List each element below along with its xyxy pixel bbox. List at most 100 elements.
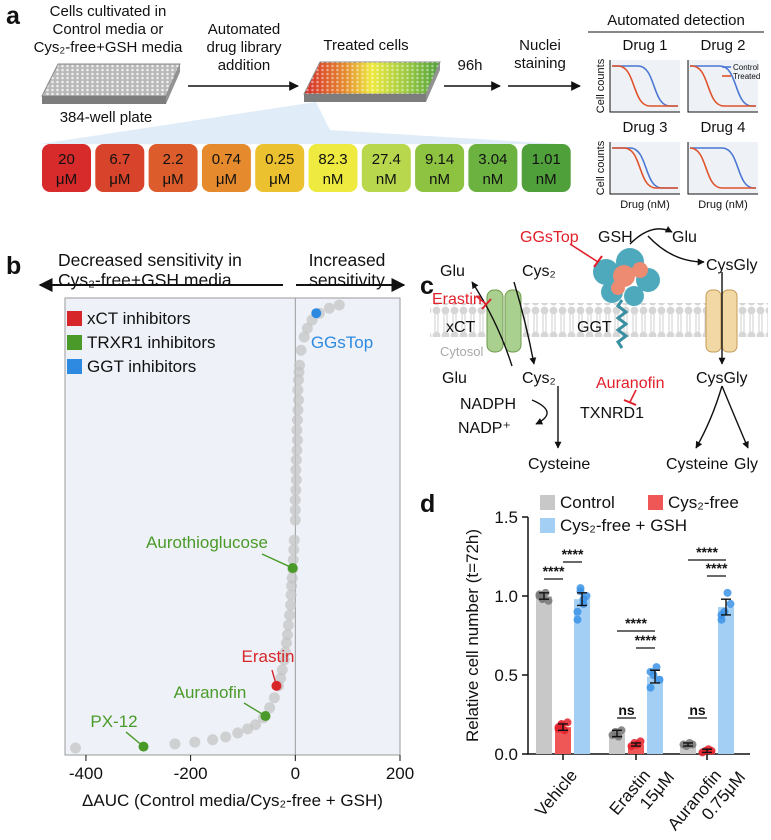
point <box>333 299 345 311</box>
detection-charts: Drug 1 Cell counts Drug 2 Drug 3 Cell counts… <box>595 37 760 211</box>
cysgly-transporter <box>705 289 722 353</box>
legend-label: xCT inhibitors <box>87 309 191 328</box>
header-left: Decreased sensitivity in <box>58 250 242 270</box>
dose-unit: μM <box>163 171 184 188</box>
metabolite-label: Cys₂ <box>522 370 556 387</box>
point <box>275 672 287 684</box>
dose-amount: 6.7 <box>109 151 130 168</box>
point <box>290 474 302 486</box>
response-curve <box>612 147 678 189</box>
dose-unit: μM <box>216 171 237 188</box>
panel-a: a Cells cultivated in Control media or C… <box>6 2 764 211</box>
dose-box <box>42 144 91 192</box>
dose-unit: μM <box>56 171 77 188</box>
metabolite-label: Cysteine <box>528 456 590 473</box>
significance-label: ns <box>618 702 635 718</box>
replicate-point <box>655 675 664 684</box>
plot-area <box>64 297 401 756</box>
significance-label: ns <box>689 702 706 718</box>
point-label: PX-12 <box>90 712 137 731</box>
point <box>281 629 293 641</box>
x-tick-label: 200 <box>386 764 414 783</box>
dose-amount: 2.2 <box>163 151 184 168</box>
error-bar <box>577 592 587 607</box>
dose-box <box>95 144 145 192</box>
x-tick-label: Vehicle <box>531 766 581 820</box>
panel-d: d 0.0 0.5 1.0 1.5 Relative cell number (t=72h… <box>420 490 750 834</box>
metabolite-label: CysGly <box>706 257 758 274</box>
inhibition-bar <box>593 255 603 268</box>
bar <box>574 599 590 754</box>
dose-unit: nM <box>482 171 503 188</box>
point <box>280 637 292 649</box>
plate-caption: Control media or <box>53 21 164 38</box>
bar <box>536 596 552 754</box>
point <box>291 424 303 436</box>
dose-amount: 20 <box>58 151 75 168</box>
point <box>276 664 288 676</box>
replicate-point <box>723 588 732 597</box>
protein-label: xCT <box>446 319 476 336</box>
step-text: addition <box>218 57 271 74</box>
mini-axes <box>687 142 758 195</box>
response-curve <box>690 65 756 107</box>
replicate-point <box>688 740 697 749</box>
metabolite-label: Gly <box>734 456 758 473</box>
point <box>278 654 290 666</box>
point <box>298 331 310 343</box>
dose-unit: nM <box>376 171 397 188</box>
legend-swatch <box>540 518 555 533</box>
replicate-point <box>726 599 735 608</box>
point <box>289 514 301 526</box>
replicate-point <box>538 593 547 602</box>
plate-caption: Cys₂-free+GSH media <box>34 39 183 56</box>
leader-line <box>271 669 278 687</box>
plate-side <box>426 62 440 102</box>
dose-amount: 0.25 <box>265 151 294 168</box>
bar <box>718 607 734 754</box>
header-right: Increased <box>309 250 386 270</box>
panel-label: c <box>420 272 434 300</box>
arrow <box>531 399 548 425</box>
point <box>323 302 335 314</box>
significance-label: **** <box>625 615 647 631</box>
point <box>301 322 313 334</box>
dose-amount: 27.4 <box>372 151 401 168</box>
point <box>289 494 301 506</box>
plate-side <box>166 64 180 104</box>
arrow <box>721 385 749 449</box>
dose-box <box>468 144 518 192</box>
point-label: Erastin <box>242 647 295 666</box>
drug-title: Drug 2 <box>700 37 745 54</box>
leader-line <box>261 553 293 569</box>
replicate-point <box>636 737 645 746</box>
x-tick-label: 0 <box>291 764 300 783</box>
ggt-protein <box>593 248 660 349</box>
panel-label: b <box>6 252 21 280</box>
mini-axes <box>609 142 680 195</box>
error-bar <box>650 669 660 684</box>
point <box>189 736 201 748</box>
x-tick-label: -200 <box>174 764 208 783</box>
point <box>292 384 304 396</box>
plate-side <box>42 96 166 104</box>
replicate-point <box>579 595 588 604</box>
point <box>289 504 301 516</box>
legend-label: TRXR1 inhibitors <box>87 333 216 352</box>
plate-label: 384-well plate <box>60 109 153 126</box>
point <box>169 738 181 750</box>
replicate-point <box>646 667 655 676</box>
dose-box <box>308 144 358 192</box>
header-left: Cys₂-free+GSH media <box>58 270 232 290</box>
point <box>287 554 299 566</box>
inhibition <box>569 243 599 263</box>
dose-amount: 0.74 <box>212 151 241 168</box>
plate-caption: Cells cultivated in <box>50 3 167 20</box>
point <box>250 719 262 731</box>
y-tick-label: 1.0 <box>494 587 518 606</box>
error-bar <box>612 729 622 738</box>
cysgly-transporter <box>721 289 738 353</box>
dose-box <box>361 144 411 192</box>
bar <box>628 744 644 754</box>
point <box>290 464 302 476</box>
